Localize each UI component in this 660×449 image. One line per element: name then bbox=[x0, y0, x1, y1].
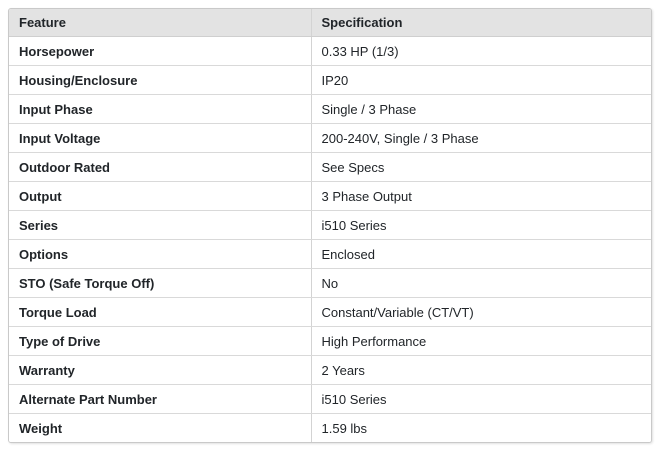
specification-cell: i510 Series bbox=[311, 210, 651, 240]
specification-cell: 3 Phase Output bbox=[311, 181, 651, 211]
table-row: Outdoor Rated See Specs bbox=[9, 152, 651, 182]
table-row: STO (Safe Torque Off) No bbox=[9, 268, 651, 298]
header-row: Feature Specification bbox=[9, 9, 651, 37]
feature-cell: Alternate Part Number bbox=[9, 384, 312, 414]
table-row: Housing/Enclosure IP20 bbox=[9, 65, 651, 95]
feature-cell: Outdoor Rated bbox=[9, 152, 312, 182]
table-row: Series i510 Series bbox=[9, 210, 651, 240]
table-row: Alternate Part Number i510 Series bbox=[9, 384, 651, 414]
spec-table-header: Feature Specification bbox=[9, 9, 651, 37]
specification-table: Feature Specification Horsepower 0.33 HP… bbox=[9, 9, 651, 442]
specification-cell: Constant/Variable (CT/VT) bbox=[311, 297, 651, 327]
feature-cell: Series bbox=[9, 210, 312, 240]
specification-cell: 1.59 lbs bbox=[311, 413, 651, 442]
specification-cell: Single / 3 Phase bbox=[311, 94, 651, 124]
column-header-feature: Feature bbox=[9, 9, 312, 37]
specification-cell: 200-240V, Single / 3 Phase bbox=[311, 123, 651, 153]
table-row: Type of Drive High Performance bbox=[9, 326, 651, 356]
specification-cell: i510 Series bbox=[311, 384, 651, 414]
specification-cell: No bbox=[311, 268, 651, 298]
feature-cell: Type of Drive bbox=[9, 326, 312, 356]
table-row: Input Voltage 200-240V, Single / 3 Phase bbox=[9, 123, 651, 153]
table-row: Options Enclosed bbox=[9, 239, 651, 269]
specification-cell: Enclosed bbox=[311, 239, 651, 269]
feature-cell: Output bbox=[9, 181, 312, 211]
feature-cell: Weight bbox=[9, 413, 312, 442]
specification-cell: 0.33 HP (1/3) bbox=[311, 36, 651, 66]
feature-cell: Torque Load bbox=[9, 297, 312, 327]
spec-table-body: Horsepower 0.33 HP (1/3) Housing/Enclosu… bbox=[9, 36, 651, 442]
table-row: Input Phase Single / 3 Phase bbox=[9, 94, 651, 124]
feature-cell: Warranty bbox=[9, 355, 312, 385]
table-row: Warranty 2 Years bbox=[9, 355, 651, 385]
column-header-specification: Specification bbox=[311, 9, 651, 37]
feature-cell: STO (Safe Torque Off) bbox=[9, 268, 312, 298]
table-row: Horsepower 0.33 HP (1/3) bbox=[9, 36, 651, 66]
feature-cell: Input Voltage bbox=[9, 123, 312, 153]
feature-cell: Options bbox=[9, 239, 312, 269]
table-row: Torque Load Constant/Variable (CT/VT) bbox=[9, 297, 651, 327]
feature-cell: Input Phase bbox=[9, 94, 312, 124]
specification-cell: See Specs bbox=[311, 152, 651, 182]
specification-cell: 2 Years bbox=[311, 355, 651, 385]
feature-cell: Horsepower bbox=[9, 36, 312, 66]
table-row: Weight 1.59 lbs bbox=[9, 413, 651, 442]
specification-table-container: Feature Specification Horsepower 0.33 HP… bbox=[8, 8, 652, 443]
feature-cell: Housing/Enclosure bbox=[9, 65, 312, 95]
specification-cell: IP20 bbox=[311, 65, 651, 95]
table-row: Output 3 Phase Output bbox=[9, 181, 651, 211]
specification-cell: High Performance bbox=[311, 326, 651, 356]
